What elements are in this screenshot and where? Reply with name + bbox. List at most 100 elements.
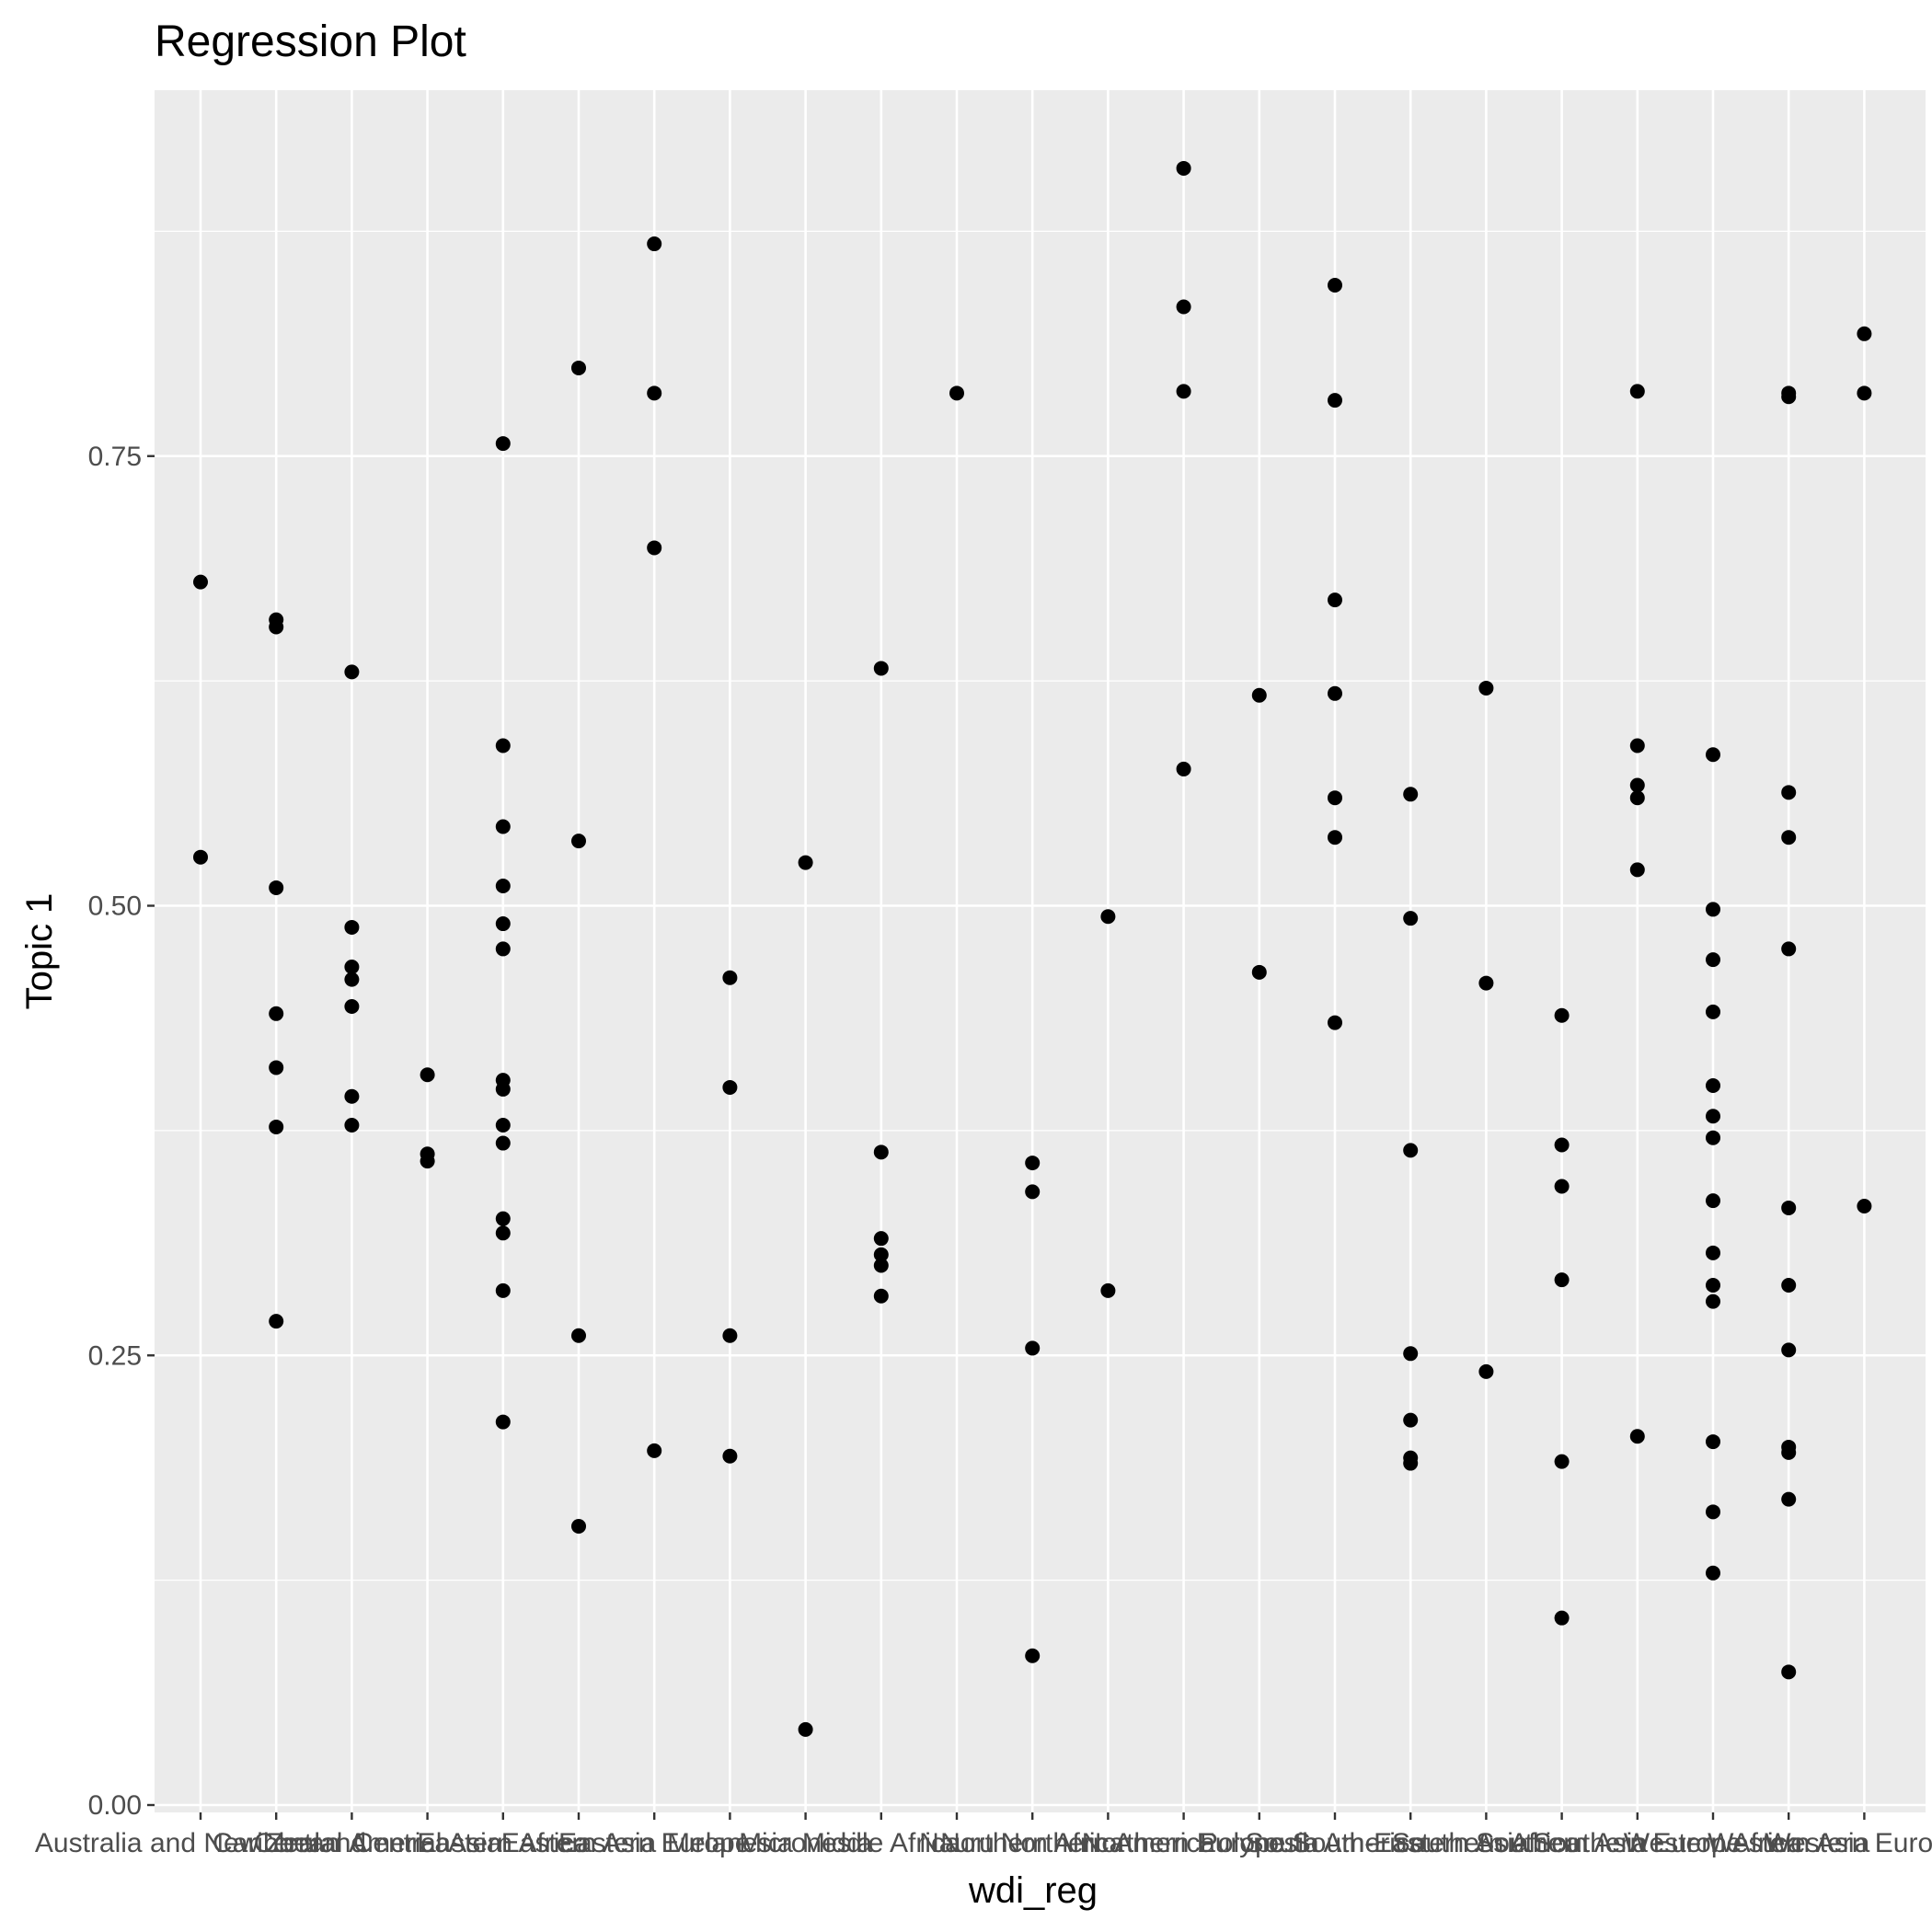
data-point [1706, 1130, 1720, 1145]
data-point [1328, 393, 1342, 408]
data-point [193, 849, 208, 865]
data-point [1706, 1078, 1720, 1093]
data-point [495, 1225, 511, 1241]
data-point [873, 1288, 889, 1304]
plot-panel [155, 90, 1926, 1812]
y-axis-title: Topic 1 [19, 893, 60, 1010]
data-point [1781, 1342, 1797, 1358]
x-tick-label: Southern Asia [1476, 1828, 1648, 1858]
data-point [1706, 1434, 1720, 1450]
data-point [1629, 777, 1645, 793]
data-point [1706, 1193, 1720, 1209]
data-point [1403, 1412, 1419, 1428]
data-point [495, 1414, 511, 1430]
x-tick-label: Caribbean [213, 1828, 339, 1858]
data-point [647, 385, 662, 401]
data-point [722, 1448, 738, 1464]
x-tick-label: Nauru [919, 1828, 995, 1858]
data-point [1706, 1565, 1720, 1581]
data-point [647, 540, 662, 556]
data-point [1629, 1429, 1645, 1444]
data-point [420, 1154, 435, 1169]
data-point [571, 834, 586, 849]
data-point [1857, 385, 1872, 401]
data-point [1706, 1004, 1720, 1019]
data-point [269, 1119, 284, 1134]
data-point [1781, 1664, 1797, 1680]
x-tick-label: Central America [254, 1828, 451, 1858]
data-point [1478, 975, 1494, 991]
data-point [495, 436, 511, 452]
x-axis-title: wdi_reg [968, 1870, 1098, 1911]
data-point [1403, 1455, 1419, 1471]
data-point [1403, 911, 1419, 926]
data-point [1176, 160, 1191, 176]
data-point [1554, 1272, 1570, 1288]
data-point [495, 1081, 511, 1097]
data-point [798, 1721, 813, 1737]
x-tick-label: Melanesia [667, 1828, 793, 1858]
data-points [193, 160, 1872, 1737]
x-tick-label: Eastern Asia [501, 1828, 657, 1858]
data-point [1706, 902, 1720, 917]
data-point [873, 1231, 889, 1247]
data-point [722, 1328, 738, 1343]
x-tick-label: Polynesia [1200, 1828, 1319, 1858]
data-point [1025, 1156, 1041, 1171]
data-point [269, 1060, 284, 1075]
x-tick-label: Eastern Europe [558, 1828, 750, 1858]
data-point [1403, 1346, 1419, 1362]
data-point [1025, 1340, 1041, 1356]
data-point [344, 1118, 360, 1133]
y-tick-label: 0.50 [88, 891, 142, 922]
data-point [1328, 592, 1342, 608]
x-tick-label: Northern Europe [1082, 1828, 1286, 1858]
minor-gridlines [155, 230, 1926, 1581]
x-tick-label: Eastern Africa [417, 1828, 589, 1858]
data-point [647, 1443, 662, 1458]
x-tick-label: Central Asia [353, 1828, 502, 1858]
data-point [1781, 389, 1797, 405]
data-point [344, 919, 360, 935]
data-point [495, 1118, 511, 1133]
data-point [873, 1258, 889, 1273]
data-point [495, 916, 511, 932]
x-tick-label: Middle Africa [802, 1828, 960, 1858]
data-point [949, 385, 964, 401]
data-point [1176, 761, 1191, 776]
data-point [1554, 1007, 1570, 1023]
data-point [873, 1247, 889, 1262]
data-point [1328, 278, 1342, 293]
x-axis: Australia and New ZealandCaribbeanCentra… [35, 1812, 1932, 1858]
data-point [873, 1144, 889, 1160]
data-point [1328, 685, 1342, 701]
data-point [1328, 830, 1342, 845]
x-tick-label: South-Eastern Asia [1293, 1828, 1529, 1858]
data-point [1100, 1282, 1116, 1298]
chart-title: Regression Plot [155, 17, 466, 66]
data-point [495, 1135, 511, 1151]
data-point [1706, 1109, 1720, 1124]
data-point [495, 878, 511, 893]
data-point [722, 970, 738, 985]
data-point [1706, 1504, 1720, 1520]
data-point [1629, 738, 1645, 753]
x-tick-label: South America [1245, 1828, 1424, 1858]
data-point [1781, 941, 1797, 957]
data-point [1629, 384, 1645, 399]
data-point [1781, 1278, 1797, 1294]
data-point [571, 360, 586, 375]
data-point [1328, 790, 1342, 806]
data-point [269, 619, 284, 635]
data-point [344, 1088, 360, 1104]
data-point [1781, 830, 1797, 845]
data-point [571, 1518, 586, 1534]
data-point [571, 1328, 586, 1343]
data-point [1554, 1137, 1570, 1153]
x-tick-label: Southern Europe [1533, 1828, 1742, 1858]
x-tick-label: Western Africa [1624, 1828, 1803, 1858]
data-point [1554, 1179, 1570, 1194]
data-point [269, 1314, 284, 1329]
data-point [495, 1282, 511, 1298]
x-tick-label: Micronesia [739, 1828, 872, 1858]
